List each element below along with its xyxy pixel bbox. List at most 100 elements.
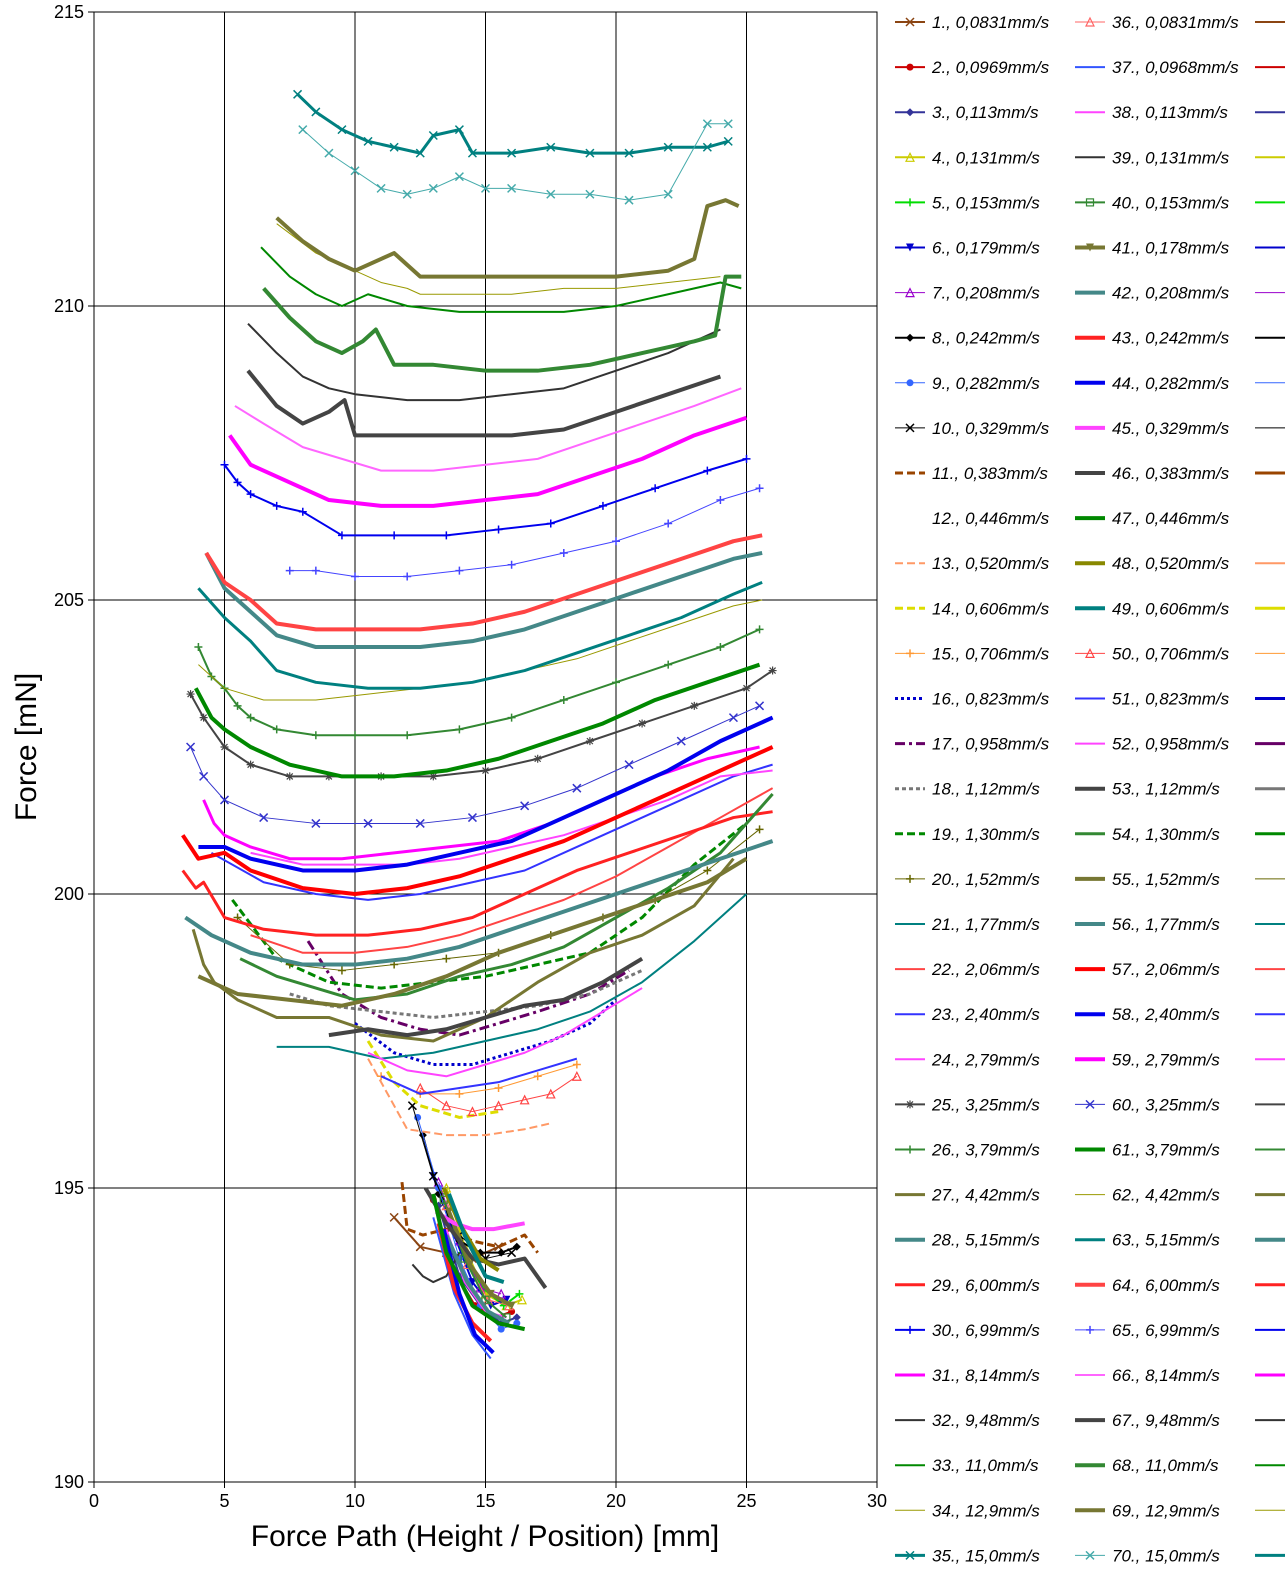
series-60-point-3: [219, 795, 230, 805]
legend-label-2: 2., 0,0969mm/s: [931, 58, 1050, 77]
legend-label-66: 66., 8,14mm/s: [1112, 1366, 1220, 1385]
series-65-point-8: [612, 537, 620, 546]
series-68: [262, 274, 742, 373]
legend-label-44: 44., 0,282mm/s: [1112, 374, 1230, 393]
legend-label-9: 9., 0,282mm/s: [932, 374, 1040, 393]
legend-item-67: 67., 9,48mm/s: [1075, 1411, 1220, 1430]
series-9-point-5: [497, 1325, 505, 1333]
legend-label-17: 17., 0,958mm/s: [932, 735, 1050, 754]
series-60-point-2: [199, 771, 209, 781]
legend-item-31: 31., 8,14mm/s: [895, 1366, 1040, 1385]
series-65: [285, 484, 764, 581]
legend-label-28: 28., 5,15mm/s: [931, 1231, 1040, 1250]
series-70-point-7: [454, 172, 464, 182]
series-35-point-3: [337, 125, 347, 135]
series-50-point-6: [545, 1088, 556, 1099]
legend-item-54: 54., 1,30mm/s: [1075, 825, 1220, 844]
series-line-66: [234, 387, 742, 472]
legend-label-40: 40., 0,153mm/s: [1112, 193, 1230, 212]
series-line-59: [228, 415, 748, 508]
x-tick-label-2: 10: [345, 1491, 365, 1511]
legend-label-69: 69., 12,9mm/s: [1112, 1501, 1220, 1520]
series-25: [186, 666, 777, 781]
legend-label-27: 27., 4,42mm/s: [931, 1186, 1040, 1205]
series-26-point-13: [612, 678, 620, 687]
series-64: [204, 533, 763, 632]
legend-label-35: 35., 15,0mm/s: [932, 1546, 1040, 1565]
series-42: [444, 1234, 510, 1325]
legend-item-40: 40., 0,153mm/s: [1075, 193, 1230, 212]
legend-marker-7: [905, 287, 915, 298]
series-33: [260, 246, 742, 313]
legend-marker-9: [906, 379, 914, 387]
series-70-point-1: [298, 125, 308, 135]
legend-item-66: 66., 8,14mm/s: [1075, 1366, 1220, 1385]
legend-label-16: 16., 0,823mm/s: [932, 690, 1050, 709]
series-70-point-2: [324, 148, 334, 158]
legend-item-37: 37., 0,0968mm/s: [1075, 58, 1239, 77]
series-25-point-11: [585, 737, 594, 746]
series-70-point-6: [428, 183, 438, 193]
legend-marker-1: [905, 17, 915, 27]
series-line-32: [247, 322, 721, 402]
legend-label-61: 61., 3,79mm/s: [1112, 1141, 1220, 1160]
legend-label-5: 5., 0,153mm/s: [932, 193, 1040, 212]
legend-label-34: 34., 12,9mm/s: [932, 1501, 1040, 1520]
legend-item-43: 43., 0,242mm/s: [1075, 329, 1230, 348]
series-63: [197, 580, 763, 690]
series-line-26: [197, 628, 760, 737]
series-line-33: [260, 246, 742, 313]
series-25-point-14: [742, 684, 751, 693]
series-55: [197, 857, 748, 1008]
series-line-52: [367, 987, 643, 1078]
series-line-21: [276, 893, 748, 1060]
legend-item-25: 25., 3,25mm/s: [895, 1095, 1040, 1114]
legend-item-21: 21., 1,77mm/s: [895, 915, 1040, 934]
legend-label-64: 64., 6,00mm/s: [1112, 1276, 1220, 1295]
series-24: [250, 769, 773, 866]
legend-item-1: 1., 0,0831mm/s: [895, 13, 1050, 32]
legend-label-7: 7., 0,208mm/s: [932, 284, 1040, 303]
series-35-point-14: [663, 142, 673, 152]
series-30: [220, 454, 751, 540]
series-35-point-13: [624, 148, 634, 158]
series-4-point-5: [517, 1294, 528, 1305]
series-50-point-3: [467, 1106, 478, 1117]
legend-label-36: 36., 0,0831mm/s: [1112, 13, 1239, 32]
series-line-24: [250, 769, 773, 866]
x-tick-label-0: 0: [89, 1491, 99, 1511]
legend-label-59: 59., 2,79mm/s: [1112, 1050, 1220, 1069]
series-7-point-3: [475, 1282, 486, 1293]
legend-item-4: 4., 0,131mm/s: [895, 148, 1040, 167]
series-line-37: [432, 1217, 492, 1360]
legend-marker-70: [1085, 1550, 1095, 1560]
series-20-point-10: [703, 866, 712, 875]
legend-label-4: 4., 0,131mm/s: [932, 148, 1040, 167]
legend-item-65: 65., 6,99mm/s: [1075, 1321, 1220, 1340]
legend-marker-4: [905, 151, 915, 162]
series-35-point-10: [507, 148, 517, 158]
legend-item-19: 19., 1,30mm/s: [895, 825, 1040, 844]
series-line-50: [419, 1075, 578, 1113]
series-70-point-9: [507, 183, 517, 193]
series-20: [233, 825, 764, 975]
legend-item-32: 32., 9,48mm/s: [895, 1411, 1040, 1430]
series-22: [250, 787, 774, 954]
series-70-point-14: [702, 119, 712, 129]
legend-item-12: 12., 0,446mm/s: [895, 509, 1050, 528]
series-70-point-4: [376, 183, 386, 193]
legend-marker-26: [906, 1145, 914, 1154]
series-25-point-12: [638, 719, 647, 728]
y-tick-label-2: 200: [54, 884, 84, 904]
legend-label-1: 1., 0,0831mm/s: [932, 13, 1050, 32]
legend-label-24: 24., 2,79mm/s: [931, 1050, 1040, 1069]
series-line-13: [367, 1058, 551, 1137]
series-35-point-2: [311, 107, 321, 117]
legend-label-67: 67., 9,48mm/s: [1112, 1411, 1220, 1430]
legend-item-22: 22., 2,06mm/s: [895, 960, 1040, 979]
series-line-67: [246, 369, 722, 438]
series-30-point-2: [233, 478, 242, 487]
legend-label-31: 31., 8,14mm/s: [932, 1366, 1040, 1385]
series-30-point-5: [298, 507, 307, 516]
x-axis-title: Force Path (Height / Position) [mm]: [251, 1520, 720, 1553]
